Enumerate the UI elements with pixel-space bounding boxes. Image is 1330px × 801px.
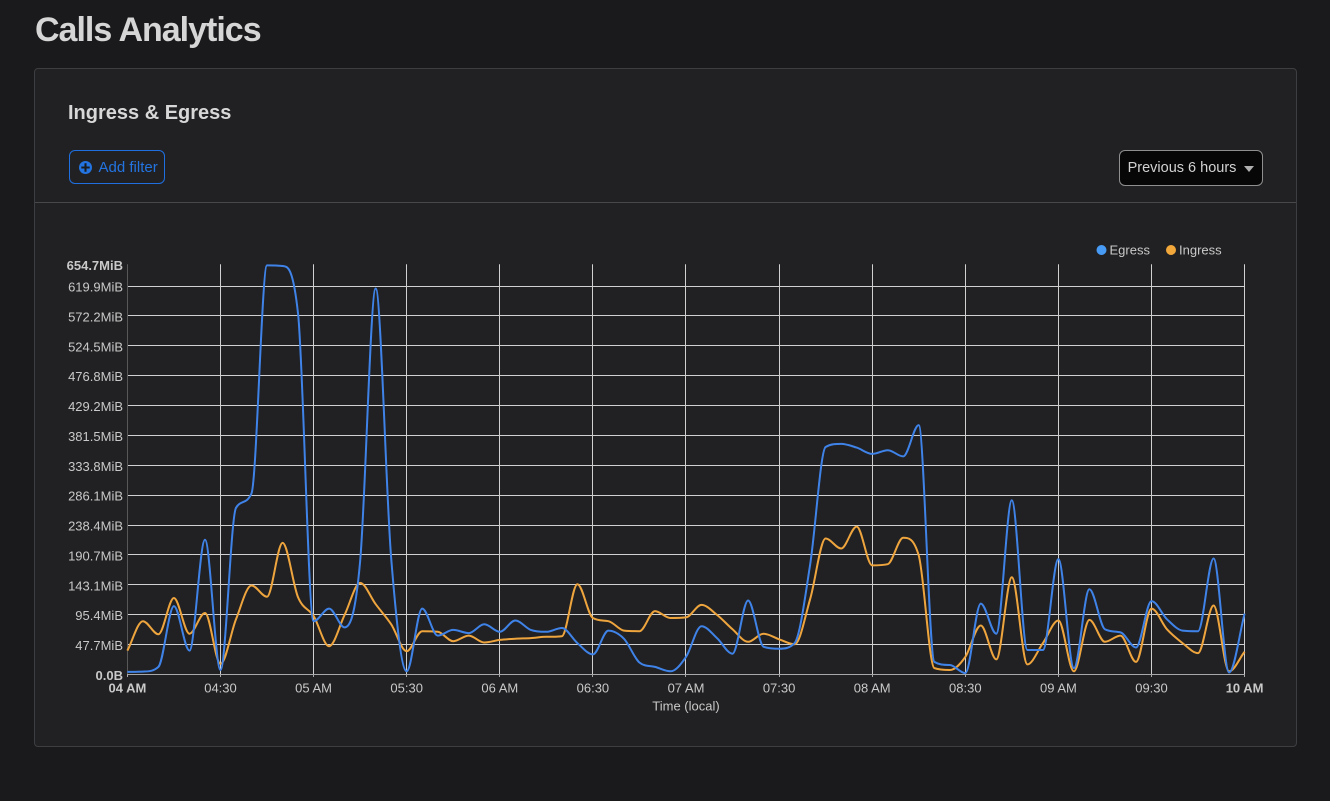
svg-text:238.4MiB: 238.4MiB bbox=[68, 519, 123, 534]
svg-text:04:30: 04:30 bbox=[204, 681, 237, 696]
svg-text:381.5MiB: 381.5MiB bbox=[68, 429, 123, 444]
svg-text:143.1MiB: 143.1MiB bbox=[68, 578, 123, 593]
svg-text:Egress: Egress bbox=[1110, 243, 1151, 258]
svg-text:07:30: 07:30 bbox=[763, 681, 796, 696]
svg-text:476.8MiB: 476.8MiB bbox=[68, 369, 123, 384]
svg-text:04 AM: 04 AM bbox=[108, 681, 146, 696]
svg-text:09:30: 09:30 bbox=[1135, 681, 1168, 696]
svg-text:286.1MiB: 286.1MiB bbox=[68, 489, 123, 504]
svg-text:05:30: 05:30 bbox=[390, 681, 423, 696]
svg-text:429.2MiB: 429.2MiB bbox=[68, 399, 123, 414]
svg-text:08:30: 08:30 bbox=[949, 681, 982, 696]
svg-text:10 AM: 10 AM bbox=[1226, 681, 1264, 696]
svg-text:654.7MiB: 654.7MiB bbox=[67, 258, 123, 273]
svg-text:05 AM: 05 AM bbox=[295, 681, 332, 696]
svg-text:Time (local): Time (local) bbox=[652, 699, 719, 714]
svg-text:08 AM: 08 AM bbox=[854, 681, 891, 696]
svg-text:619.9MiB: 619.9MiB bbox=[68, 280, 123, 295]
svg-text:07 AM: 07 AM bbox=[668, 681, 705, 696]
svg-text:95.4MiB: 95.4MiB bbox=[75, 608, 123, 623]
svg-text:0.0B: 0.0B bbox=[96, 668, 123, 683]
svg-text:09 AM: 09 AM bbox=[1040, 681, 1077, 696]
svg-text:47.7MiB: 47.7MiB bbox=[75, 638, 123, 653]
svg-text:190.7MiB: 190.7MiB bbox=[68, 548, 123, 563]
svg-text:06:30: 06:30 bbox=[577, 681, 610, 696]
svg-text:572.2MiB: 572.2MiB bbox=[68, 310, 123, 325]
svg-text:06 AM: 06 AM bbox=[481, 681, 518, 696]
svg-text:Ingress: Ingress bbox=[1179, 243, 1222, 258]
svg-text:524.5MiB: 524.5MiB bbox=[68, 339, 123, 354]
svg-text:333.8MiB: 333.8MiB bbox=[68, 459, 123, 474]
